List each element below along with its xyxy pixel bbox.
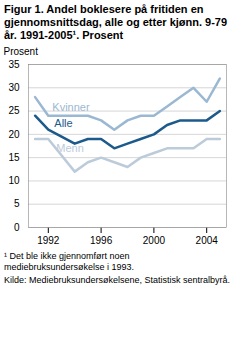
html-text:¹ Det ble ikke gjennomført noe: ¹ Det ble ikke gjennomført noen mediebru… [4, 251, 135, 272]
svg-text:2004: 2004 [196, 235, 219, 246]
html-text:Kilde: Mediebruksundersøkelsen: Kilde: Mediebruksundersøkelsene, Statist… [4, 275, 231, 285]
svg-text:35: 35 [8, 59, 20, 70]
svg-text:Prosent: Prosent [4, 46, 39, 57]
svg-text:Kvinner: Kvinner [52, 101, 90, 113]
svg-text:Menn: Menn [56, 142, 84, 154]
svg-text:5: 5 [14, 198, 20, 209]
svg-text:0: 0 [14, 222, 20, 233]
svg-text:1996: 1996 [90, 235, 113, 246]
svg-text:20: 20 [8, 129, 20, 140]
svg-text:2000: 2000 [143, 235, 166, 246]
svg-text:1992: 1992 [37, 235, 60, 246]
svg-text:25: 25 [8, 105, 20, 116]
svg-text:Alle: Alle [54, 117, 72, 129]
html-text:Figur 1. Andel boklesere på fr: Figur 1. Andel boklesere på fritiden en … [4, 3, 228, 41]
svg-text:10: 10 [8, 175, 20, 186]
svg-text:30: 30 [8, 82, 20, 93]
svg-text:15: 15 [8, 152, 20, 163]
